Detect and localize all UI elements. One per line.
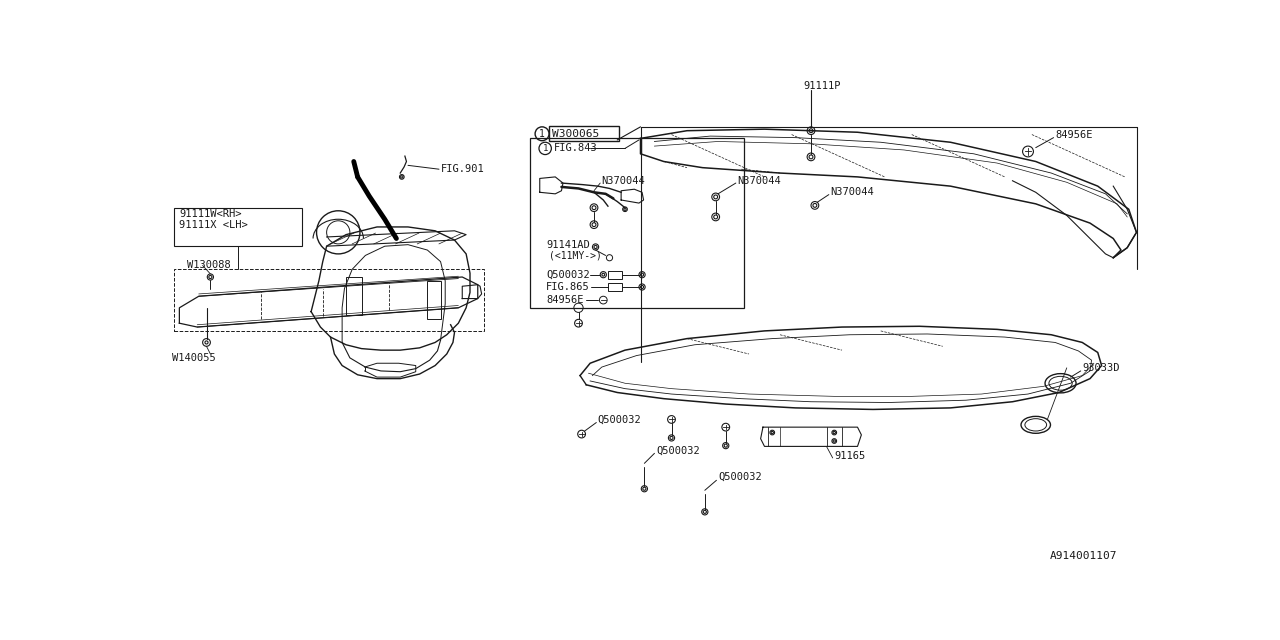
Text: 91165: 91165 xyxy=(835,451,865,461)
Text: N370044: N370044 xyxy=(602,176,645,186)
Text: Q500032: Q500032 xyxy=(657,445,700,455)
Bar xyxy=(428,281,442,319)
Text: 1: 1 xyxy=(543,144,548,153)
Bar xyxy=(174,208,302,246)
Text: 91111X <LH>: 91111X <LH> xyxy=(179,220,248,230)
Text: 84956E: 84956E xyxy=(547,295,584,305)
Text: W300065: W300065 xyxy=(552,129,599,139)
Bar xyxy=(346,277,361,316)
Bar xyxy=(549,126,618,141)
Bar xyxy=(608,283,622,291)
Text: FIG.843: FIG.843 xyxy=(554,143,598,154)
Text: (<11MY->): (<11MY->) xyxy=(549,250,602,260)
Text: N370044: N370044 xyxy=(737,176,781,186)
Text: N370044: N370044 xyxy=(831,188,874,197)
Text: W130088: W130088 xyxy=(187,260,230,271)
Bar xyxy=(530,138,744,308)
Text: 1: 1 xyxy=(539,129,545,139)
Text: 91111W<RH>: 91111W<RH> xyxy=(179,209,242,219)
Text: Q500032: Q500032 xyxy=(598,415,641,424)
Text: Q500032: Q500032 xyxy=(547,269,590,280)
Bar xyxy=(608,271,622,278)
Text: W140055: W140055 xyxy=(172,353,215,363)
Text: 84956E: 84956E xyxy=(1055,129,1093,140)
Text: A914001107: A914001107 xyxy=(1050,551,1117,561)
Text: FIG.865: FIG.865 xyxy=(547,282,590,292)
Text: 91111P: 91111P xyxy=(804,81,841,91)
Bar xyxy=(174,269,484,331)
Text: 91141AD: 91141AD xyxy=(547,239,590,250)
Text: Q500032: Q500032 xyxy=(718,472,762,482)
Text: 93033D: 93033D xyxy=(1083,363,1120,373)
Text: FIG.901: FIG.901 xyxy=(440,164,484,174)
